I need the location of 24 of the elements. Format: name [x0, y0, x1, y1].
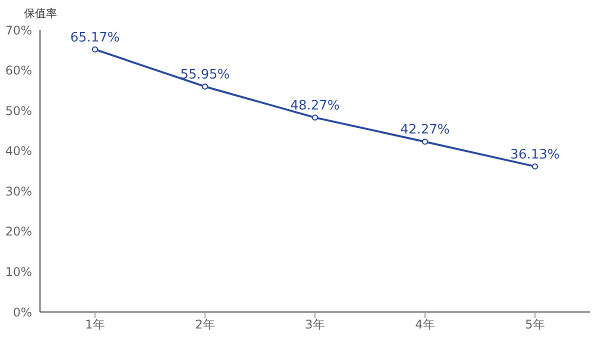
- x-tick-label: 1年: [85, 318, 105, 332]
- data-label: 65.17%: [70, 30, 120, 46]
- x-tick-label: 3年: [305, 318, 325, 332]
- point: [532, 163, 538, 170]
- y-tick-label: 40%: [5, 144, 32, 158]
- x-tick-label: 5年: [525, 318, 545, 332]
- point: [422, 138, 428, 145]
- data-label: 55.95%: [180, 68, 230, 83]
- point: [92, 46, 98, 53]
- y-tick-label: 20%: [5, 224, 32, 239]
- data-label: 36.13%: [510, 147, 560, 162]
- y-axis-title: 保值率: [24, 6, 57, 21]
- data-label: 48.27%: [290, 98, 340, 114]
- x-tick-label: 4年: [415, 318, 435, 332]
- y-tick-label: 60%: [5, 64, 32, 78]
- y-tick-label: 10%: [5, 264, 32, 279]
- point: [202, 84, 208, 90]
- y-tick-label: 0%: [12, 305, 32, 320]
- y-tick-label: 30%: [5, 184, 32, 198]
- y-tick-label: 70%: [5, 23, 32, 38]
- data-label: 42.27%: [400, 122, 450, 138]
- point: [312, 114, 318, 121]
- x-tick-label: 2年: [195, 318, 215, 332]
- y-tick-label: 50%: [5, 104, 32, 118]
